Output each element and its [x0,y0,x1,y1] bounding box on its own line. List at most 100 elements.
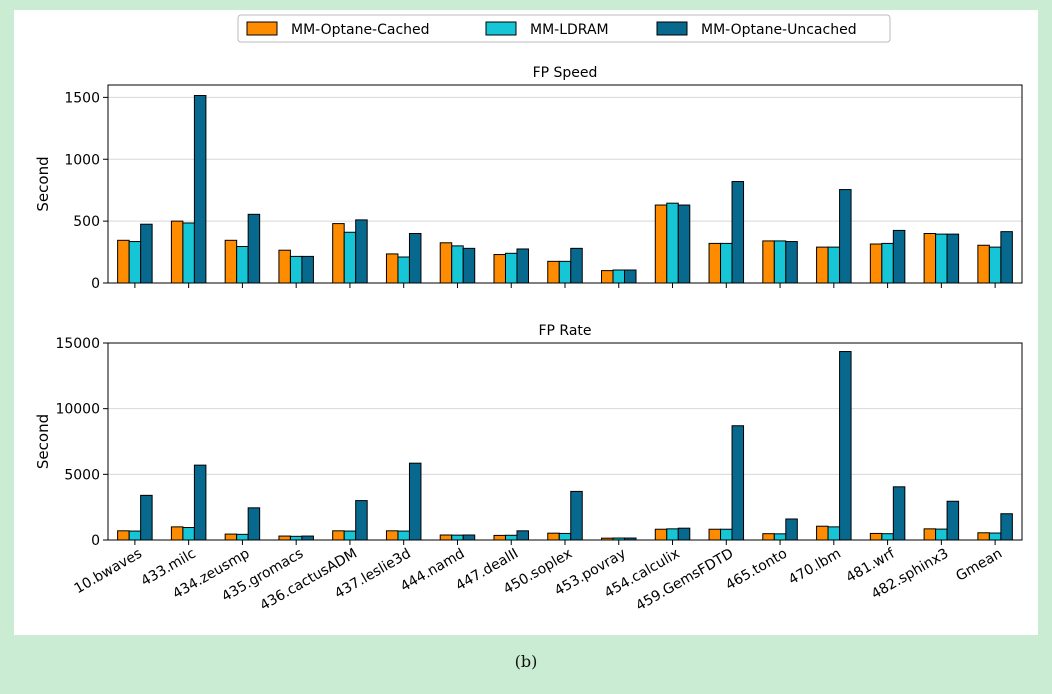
figure-panel: MM-Optane-Cached MM-LDRAM MM-Optane-Uncach… [14,10,1038,635]
bar-mm-optane-cached-434-zeusmp [224,239,238,284]
bar-mm-ldram-10-bwaves [128,241,142,284]
fp-rate-chart: 05000100001500010.bwaves433.milc434.zeus… [34,323,1023,615]
bar-mm-ldram-436-cactusadm [343,530,357,541]
bar-mm-optane-cached-465-tonto [762,240,775,284]
bar-mm-optane-cached-433-milc [170,220,184,284]
bar-mm-optane-uncached-453-povray [624,269,637,284]
figure-caption: (b) [514,652,538,671]
bar-mm-optane-uncached-gmean [1000,513,1013,541]
bar-mm-optane-cached-437-leslie3d [385,530,399,541]
bar-mm-optane-uncached-454-calculix [677,527,691,541]
bar-mm-ldram-481-wrf [881,533,894,541]
bar-mm-optane-cached-435-gromacs [278,249,291,284]
bar-mm-optane-uncached-470-lbm [839,351,852,541]
x-tick-label: Gmean [953,546,1005,585]
legend-label-mm-optane-uncached: MM-Optane-Uncached [701,22,857,38]
chart-legend: MM-Optane-Cached MM-LDRAM MM-Optane-Uncach… [237,14,891,43]
bar-mm-ldram-437-leslie3d [397,256,410,284]
legend-label-mm-ldram: MM-LDRAM [530,22,609,38]
bar-mm-optane-uncached-454-calculix [677,204,691,284]
x-tick-label: 459.GemsFDTD [633,546,736,615]
bar-mm-optane-uncached-470-lbm [839,189,852,284]
bar-mm-optane-cached-459-gemsfdtd [708,528,722,541]
bar-mm-ldram-433-milc [182,527,195,541]
y-tick-label: 1500 [64,90,100,106]
bar-mm-ldram-470-lbm [827,526,841,541]
bar-mm-ldram-465-tonto [773,240,787,284]
y-axis-label: Second [34,156,52,211]
y-tick-label: 15000 [55,336,100,352]
bar-mm-optane-uncached-436-cactusadm [355,500,368,541]
legend-box [237,14,891,43]
bar-mm-ldram-gmean [988,532,1002,541]
plot-frame [107,84,1023,284]
bar-mm-optane-uncached-437-leslie3d [408,233,422,284]
bar-mm-optane-cached-437-leslie3d [385,253,399,284]
bar-mm-optane-cached-481-wrf [869,243,883,284]
bar-mm-optane-uncached-482-sphinx3 [946,233,960,284]
bar-mm-optane-cached-435-gromacs [278,535,291,541]
bar-mm-optane-cached-10-bwaves [117,239,130,284]
bar-mm-ldram-437-leslie3d [397,530,410,541]
y-tick-label: 0 [91,276,100,292]
bar-mm-ldram-447-dealii [504,534,518,541]
bar-mm-optane-cached-470-lbm [816,246,829,284]
bar-mm-ldram-gmean [988,246,1002,284]
bar-mm-optane-uncached-459-gemsfdtd [731,425,745,541]
bar-mm-optane-uncached-447-dealii [516,248,529,284]
bar-mm-ldram-447-dealii [504,252,518,284]
x-tick-label: 465.tonto [723,546,790,594]
bar-mm-optane-cached-434-zeusmp [224,533,238,541]
legend-swatch-mm-optane-uncached [656,21,688,36]
fp-speed-chart: 0 500 1000 1500 FP Speed Second [34,65,1023,292]
bar-mm-ldram-433-milc [182,222,195,284]
bar-mm-ldram-454-calculix [666,528,679,541]
bar-mm-optane-uncached-482-sphinx3 [946,500,960,541]
bar-mm-optane-cached-447-dealii [493,254,506,284]
bar-mm-optane-cached-453-povray [601,270,614,284]
y-tick-label: 500 [73,214,100,230]
bar-mm-optane-cached-465-tonto [762,533,775,541]
bar-mm-optane-cached-gmean [977,244,990,284]
bar-mm-ldram-459-gemsfdtd [720,528,733,541]
bar-mm-optane-uncached-481-wrf [892,486,906,541]
bar-mm-optane-uncached-434-zeusmp [247,213,261,284]
bar-mm-optane-uncached-433-milc [193,95,207,284]
bar-mm-ldram-434-zeusmp [236,533,249,541]
bar-mm-optane-cached-444-namd [439,242,453,284]
legend-swatch-mm-optane-cached [246,21,278,36]
bar-mm-optane-uncached-10-bwaves [140,223,153,284]
bar-mm-optane-cached-10-bwaves [117,530,130,541]
bar-mm-ldram-482-sphinx3 [935,233,948,284]
bar-mm-ldram-435-gromacs [289,255,303,284]
bar-mm-ldram-444-namd [451,534,464,541]
y-axis-label: Second [34,414,52,469]
bar-mm-optane-cached-436-cactusadm [332,223,345,284]
bar-mm-optane-uncached-435-gromacs [301,535,314,541]
bar-mm-optane-cached-454-calculix [654,528,668,541]
bar-mm-ldram-444-namd [451,245,464,284]
y-tick-label: 5000 [64,467,100,483]
legend-label-mm-optane-cached: MM-Optane-Cached [291,22,430,38]
bar-mm-optane-uncached-gmean [1000,231,1013,284]
bar-mm-ldram-10-bwaves [128,530,142,541]
bar-mm-optane-uncached-465-tonto [785,241,798,284]
bar-mm-optane-uncached-437-leslie3d [408,462,422,541]
bar-mm-optane-cached-482-sphinx3 [923,528,937,541]
bar-mm-optane-uncached-435-gromacs [301,255,314,284]
bar-mm-optane-cached-444-namd [439,534,453,541]
chart-title: FP Speed [533,65,598,81]
bar-mm-ldram-481-wrf [881,242,894,284]
x-tick-label: 10.bwaves [72,546,145,598]
bar-mm-optane-cached-450-soplex [547,260,560,284]
bar-mm-optane-cached-481-wrf [869,532,883,541]
bar-mm-optane-uncached-447-dealii [516,530,529,541]
bar-mm-ldram-465-tonto [773,533,787,541]
bar-mm-optane-uncached-450-soplex [570,247,583,284]
bar-mm-optane-uncached-450-soplex [570,490,583,541]
chart-canvas: MM-Optane-Cached MM-LDRAM MM-Optane-Uncach… [34,14,1023,615]
bar-mm-optane-uncached-481-wrf [892,229,906,284]
bar-mm-ldram-434-zeusmp [236,245,249,284]
bar-mm-optane-uncached-10-bwaves [140,494,153,541]
bar-mm-optane-uncached-444-namd [462,534,476,541]
